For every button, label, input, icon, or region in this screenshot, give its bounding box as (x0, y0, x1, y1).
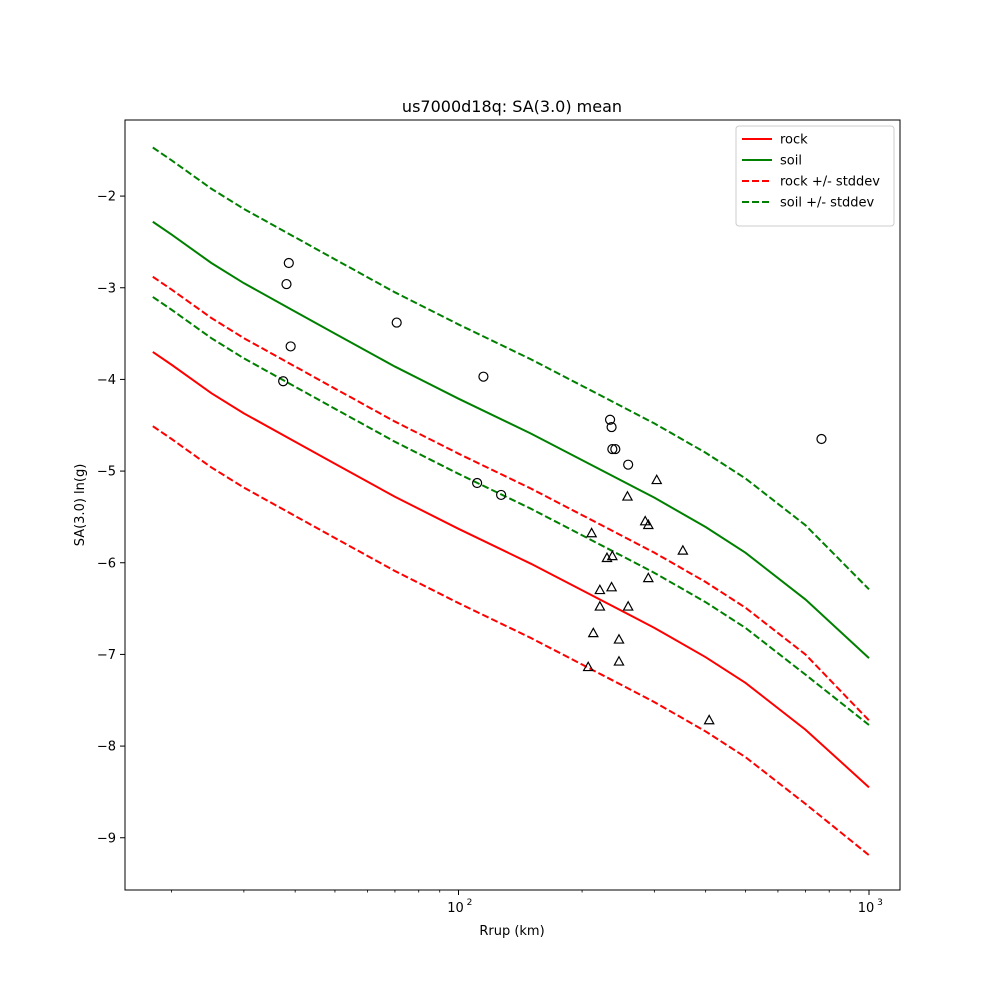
data-point-triangle (582, 661, 594, 672)
data-point-triangle (613, 633, 625, 644)
y-axis: −9 −8 −7 −6 −5 −4 −3 −2 (97, 190, 125, 846)
data-point-circle (478, 371, 489, 382)
y-tick-label: −3 (97, 281, 116, 296)
data-point-triangle (651, 474, 663, 485)
y-tick-label: −6 (97, 556, 116, 571)
data-point-triangle (642, 572, 654, 583)
legend-label: rock +/- stddev (780, 175, 880, 190)
y-tick-label: −2 (97, 190, 116, 205)
data-point-triangle (605, 581, 618, 592)
y-tick-label: −9 (97, 831, 116, 846)
x-tick-label: 10 (858, 901, 875, 916)
x-tick-label: 10 (447, 901, 464, 916)
data-point-triangle (642, 518, 654, 530)
data-point-triangle (703, 714, 715, 725)
chart-title: us7000d18q: SA(3.0) mean (402, 97, 622, 116)
data-point-circle (496, 489, 507, 501)
data-point-circle (278, 376, 289, 387)
series-line-rock (152, 351, 870, 789)
data-point-triangle (622, 600, 634, 611)
y-tick-label: −8 (97, 740, 116, 755)
data-point-triangle (594, 584, 606, 595)
series-line-band-3 (152, 425, 870, 856)
series-line-band-5 (152, 296, 870, 726)
legend-label: soil (780, 154, 802, 169)
data-point-circle (816, 433, 827, 445)
data-point-circle (606, 421, 617, 433)
data-point-circle (623, 459, 634, 470)
legend: rock soil rock +/- stddev soil +/- stddev (735, 125, 895, 227)
legend-label: rock (780, 133, 808, 148)
data-point-circle (472, 477, 483, 489)
data-point-triangle (621, 490, 634, 501)
data-point-circle (610, 443, 621, 455)
x-tick-exponent: 2 (467, 898, 473, 908)
data-point-triangle (606, 550, 618, 561)
y-tick-label: −4 (97, 373, 116, 388)
data-point-triangle (594, 600, 606, 611)
data-point-triangle (586, 527, 598, 538)
data-point-circle (391, 317, 402, 328)
data-point-circle (604, 414, 616, 425)
plot-area (152, 146, 870, 856)
series-line-rock-stddev (152, 275, 870, 722)
data-point-circle (283, 257, 294, 269)
data-point-triangle (587, 627, 599, 638)
data-point-triangle (677, 544, 689, 555)
data-point-circle (285, 341, 296, 352)
y-tick-label: −7 (97, 648, 116, 663)
x-axis-label: Rrup (km) (479, 924, 544, 939)
legend-frame (735, 125, 895, 227)
series-line-soil-stddev (152, 146, 870, 591)
legend-label: soil +/- stddev (780, 196, 875, 211)
y-tick-label: −5 (97, 465, 116, 480)
axes-frame (124, 119, 901, 891)
data-point-circle (281, 278, 292, 290)
y-axis-label: SA(3.0) ln(g) (73, 464, 88, 547)
data-point-circle (607, 443, 618, 455)
data-point-triangle (613, 655, 625, 666)
x-tick-exponent: 3 (877, 898, 883, 908)
series-line-soil (152, 220, 870, 659)
x-axis: 10 2 10 3 (171, 890, 883, 916)
